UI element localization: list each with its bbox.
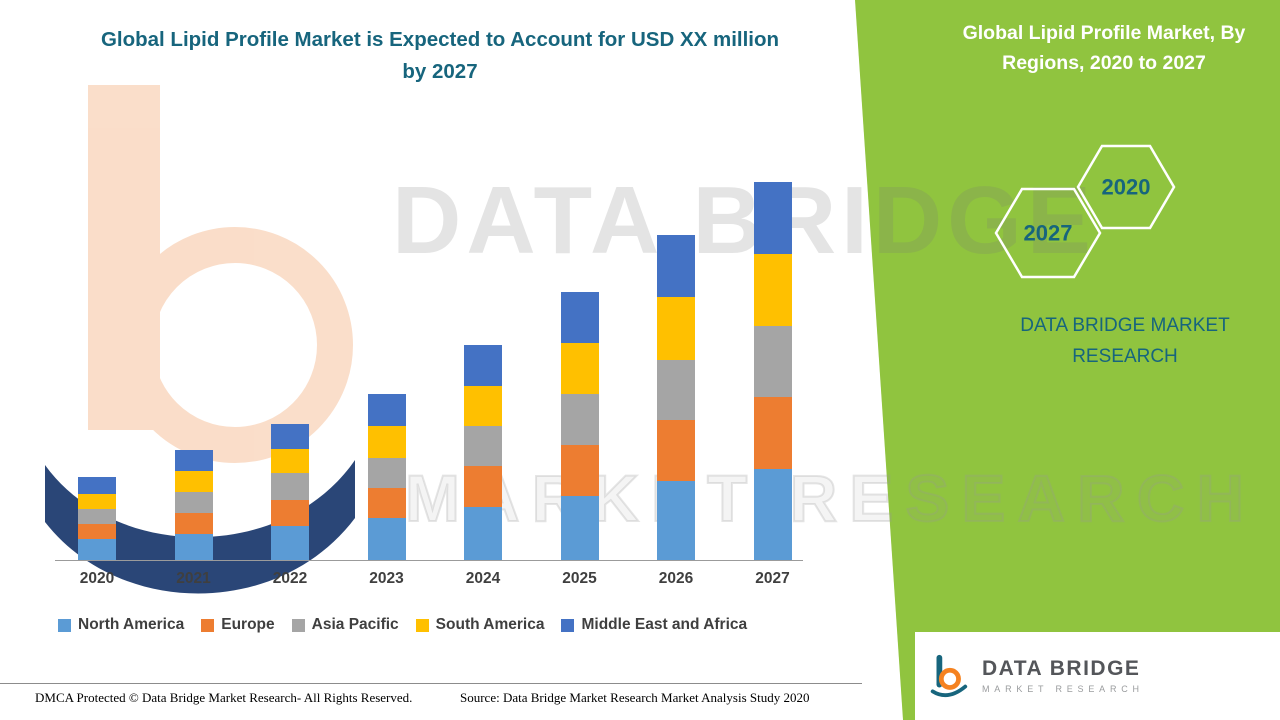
bar-segment-asia-pacific	[657, 359, 695, 421]
bar-segment-asia-pacific	[753, 325, 792, 398]
bar-segment-north-america	[560, 495, 599, 560]
bar-segment-europe	[464, 465, 502, 508]
x-axis-label-2027: 2027	[755, 570, 790, 587]
bar-segment-south-america	[78, 493, 116, 509]
bar-segment-europe	[271, 499, 309, 526]
legend-swatch	[561, 618, 575, 632]
bar-segment-south-america	[560, 342, 599, 394]
bar-segment-middle-east-and-africa	[753, 182, 792, 254]
bar-segment-europe	[367, 488, 406, 519]
bar-segment-north-america	[657, 480, 695, 560]
bar-segment-asia-pacific	[174, 491, 213, 513]
legend-label: Asia Pacific	[311, 616, 399, 633]
bar-segment-middle-east-and-africa	[271, 423, 309, 449]
x-axis-line	[55, 560, 803, 561]
stacked-bar-2026	[657, 234, 695, 560]
legend-item-asia-pacific: Asia Pacific	[291, 616, 399, 634]
legend-label: North America	[78, 616, 185, 633]
x-axis-label-2021: 2021	[176, 570, 211, 587]
stacked-bar-2022	[271, 423, 309, 560]
logo-tagline: MARKET RESEARCH	[982, 684, 1144, 695]
hexagon-2027	[994, 187, 1102, 279]
bar-segment-middle-east-and-africa	[78, 476, 116, 494]
bar-segment-europe	[560, 444, 599, 496]
legend-swatch	[58, 618, 71, 632]
hexagon-2020	[1076, 144, 1176, 230]
bar-segment-north-america	[174, 533, 213, 560]
bar-segment-middle-east-and-africa	[560, 291, 599, 343]
stacked-bar-2027	[753, 182, 792, 560]
chart-legend: North America Europe Asia Pacific South Ame…	[58, 616, 747, 634]
bar-segment-north-america	[753, 469, 792, 560]
bar-segment-south-america	[367, 425, 406, 458]
legend-swatch	[415, 618, 429, 632]
legend-label: Middle East and Africa	[581, 616, 748, 633]
year-hexagons: 2027 2020	[994, 144, 1176, 279]
stacked-bar-2023	[367, 393, 406, 560]
databridge-logo-icon	[930, 654, 968, 698]
bar-segment-south-america	[464, 386, 502, 426]
databridge-logo-text: DATA BRIDGE MARKET RESEARCH	[982, 657, 1144, 694]
bar-segment-north-america	[271, 525, 309, 560]
source-note: Source: Data Bridge Market Research Mark…	[460, 690, 810, 705]
legend-swatch	[291, 618, 305, 632]
x-axis-label-2023: 2023	[369, 570, 404, 587]
chart-title: Global Lipid Profile Market is Expected …	[100, 28, 780, 83]
bar-segment-south-america	[657, 297, 695, 360]
bar-segment-north-america	[78, 539, 116, 560]
stacked-bar-2020	[78, 476, 116, 560]
legend-item-europe: Europe	[201, 616, 275, 634]
bar-segment-europe	[657, 420, 695, 481]
footer-divider	[0, 683, 862, 684]
logo-name: DATA BRIDGE	[982, 657, 1141, 681]
bar-segment-asia-pacific	[464, 425, 502, 466]
databridge-logo: DATA BRIDGE MARKET RESEARCH	[915, 632, 1280, 720]
bar-segment-middle-east-and-africa	[174, 450, 213, 472]
x-axis-label-2022: 2022	[272, 570, 308, 587]
bar-segment-south-america	[271, 448, 309, 474]
legend-label: Europe	[221, 616, 275, 633]
bar-segment-asia-pacific	[78, 509, 116, 525]
bar-segment-europe	[78, 524, 116, 540]
bar-segment-europe	[174, 512, 213, 534]
legend-item-middle-east-and-africa: Middle East and Africa	[561, 616, 747, 634]
legend-label: South America	[435, 616, 545, 633]
bar-segment-asia-pacific	[271, 473, 309, 500]
bar-segment-middle-east-and-africa	[367, 393, 406, 426]
bar-segment-asia-pacific	[560, 393, 599, 445]
hexagon-2027-label: 2027	[1024, 221, 1073, 246]
legend-item-north-america: North America	[58, 616, 184, 634]
hexagon-2020-label: 2020	[1102, 175, 1151, 200]
bar-segment-asia-pacific	[367, 457, 406, 489]
bar-segment-middle-east-and-africa	[657, 234, 695, 298]
dmca-notice: DMCA Protected © Data Bridge Market Rese…	[35, 690, 413, 705]
stacked-bar-2025	[560, 291, 599, 560]
bar-segment-south-america	[753, 253, 792, 326]
legend-item-south-america: South America	[415, 616, 545, 634]
stacked-bar-2021	[174, 450, 213, 560]
bar-segment-north-america	[464, 507, 502, 560]
x-axis-label-2026: 2026	[658, 570, 694, 587]
x-axis-label-2024: 2024	[465, 570, 501, 587]
bar-segment-europe	[753, 397, 792, 470]
stacked-bar-2024	[464, 344, 502, 560]
bar-segment-north-america	[367, 518, 406, 560]
bar-segment-middle-east-and-africa	[464, 344, 502, 387]
x-axis-label-2025: 2025	[562, 570, 597, 587]
legend-swatch	[201, 618, 215, 632]
x-axis-label-2020: 2020	[79, 570, 115, 587]
side-panel-heading: Global Lipid Profile Market, By Regions,…	[962, 22, 1246, 75]
bar-segment-south-america	[174, 471, 213, 492]
side-panel-brand-text: DATA BRIDGE MARKET RESEARCH	[1020, 315, 1230, 368]
